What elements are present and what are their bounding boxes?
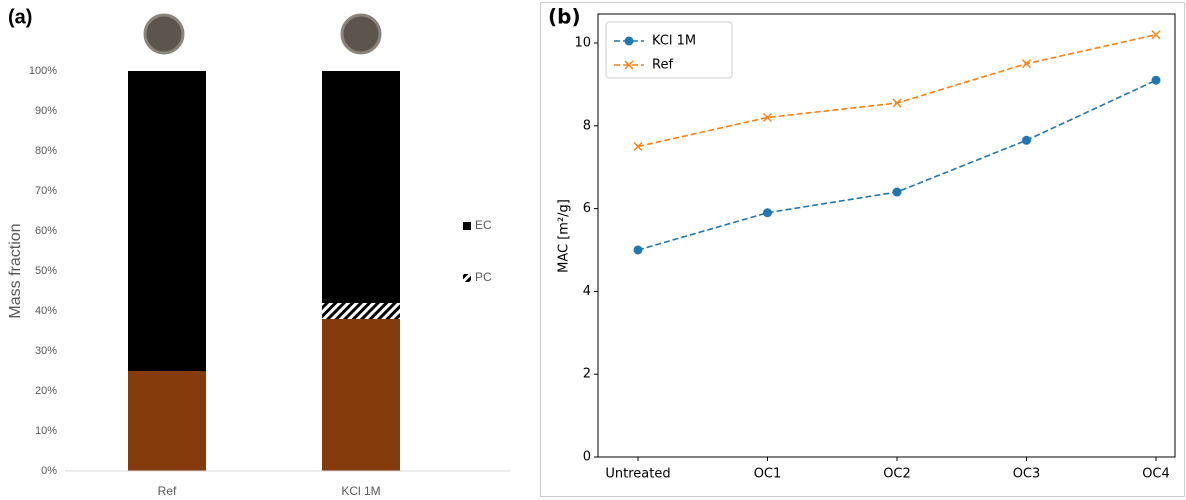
legend-box — [605, 21, 733, 79]
panel-label: (b) — [548, 5, 581, 29]
y-tick-label: 0 — [583, 450, 591, 465]
panel-b: (b) MAC [m²/g] 0 2 4 6 8 10 Untreated OC1 OC2 OC3 OC… — [540, 2, 1185, 497]
x-tick-label: Ref — [158, 484, 177, 498]
point — [763, 208, 772, 218]
legend-swatch — [463, 274, 471, 282]
y-axis-label: Mass fraction — [7, 223, 24, 318]
bar-segment — [322, 303, 400, 319]
y-tick-label: 10% — [35, 425, 57, 437]
point — [1022, 135, 1031, 145]
point — [633, 141, 643, 151]
bar-segment — [128, 371, 206, 471]
y-tick-label: 90% — [35, 105, 57, 117]
y-tick-label: 8 — [583, 118, 591, 133]
legend-label: PC — [475, 270, 492, 284]
y-tick-label: 4 — [583, 284, 591, 299]
x-tick-label: OC3 — [1013, 467, 1041, 482]
y-tick-label: 60% — [35, 225, 57, 237]
y-axis-label: MAC [m²/g] — [557, 199, 572, 273]
x-tick-label: KCl 1M — [341, 484, 380, 498]
x-tick-label: OC4 — [1142, 467, 1170, 482]
bar-segment — [322, 319, 400, 471]
bar-segment — [322, 71, 400, 303]
x-tick-label: Untreated — [605, 467, 670, 482]
sample-image — [143, 13, 185, 55]
y-tick-label: 70% — [35, 185, 57, 197]
y-tick-label: 80% — [35, 145, 57, 157]
y-tick-label: 0% — [41, 465, 57, 477]
sample-image — [340, 13, 382, 55]
point — [763, 113, 772, 122]
x-tick-label: OC1 — [754, 467, 782, 482]
panel-border — [540, 2, 1185, 497]
plot-frame — [597, 13, 1176, 458]
y-tick-label: 30% — [35, 345, 57, 357]
legend-swatch — [463, 222, 471, 230]
y-tick-label: 40% — [35, 305, 57, 317]
legend-marker — [624, 36, 634, 46]
point — [633, 245, 643, 255]
y-tick-label: 100% — [29, 65, 57, 77]
legend-marker — [624, 60, 634, 70]
y-tick-label: 20% — [35, 385, 57, 397]
panel-a: (a) Mass fraction 0% 10% 20% 30% 40% 50% 60% 70% 8… — [7, 6, 510, 498]
series-line — [637, 79, 1157, 251]
y-tick-label: 2 — [583, 367, 591, 382]
point — [1022, 59, 1031, 69]
legend-label: EC — [475, 218, 492, 232]
y-tick-label: 6 — [583, 201, 591, 216]
bar-segment — [128, 71, 206, 371]
point — [1151, 75, 1161, 85]
y-tick-label: 10 — [574, 35, 591, 50]
panel-label: (a) — [8, 6, 32, 28]
point — [1151, 30, 1161, 40]
y-tick-label: 50% — [35, 265, 57, 277]
x-tick-label: OC2 — [883, 467, 911, 482]
point — [892, 187, 902, 197]
legend-label: Ref — [652, 58, 673, 73]
legend-label: KCl 1M — [652, 34, 696, 49]
point — [892, 98, 902, 108]
